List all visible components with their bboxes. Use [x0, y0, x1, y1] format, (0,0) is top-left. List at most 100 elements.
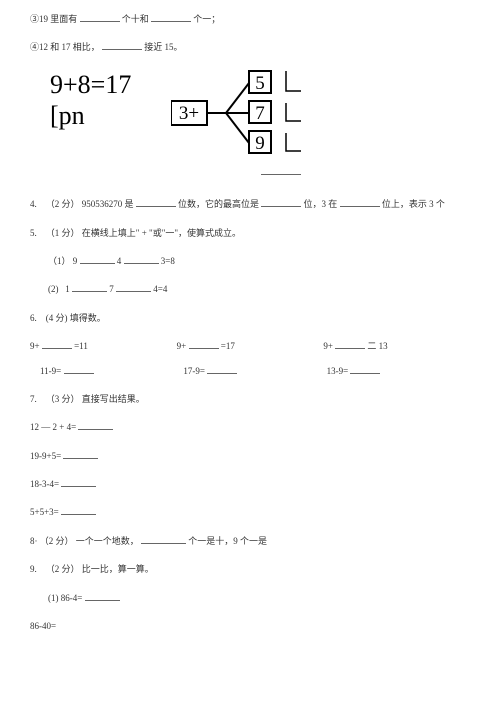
question-9: 9. （2 分） 比一比，算一算。 — [30, 562, 470, 576]
text: 18-3-4= — [30, 479, 59, 489]
blank[interactable] — [261, 197, 301, 207]
blank[interactable] — [61, 505, 96, 515]
q4-b4: 位上，表示 3 个 — [382, 199, 445, 209]
blank[interactable] — [42, 339, 72, 349]
q5-2-a: 1 — [65, 284, 70, 294]
num-text-1: 7 — [256, 103, 266, 124]
q4-label: 4. — [30, 199, 37, 209]
q7-label: 7. — [30, 394, 37, 404]
q5-points: （1 分） — [46, 228, 80, 238]
equation-line1: 9+8=17 — [50, 69, 131, 100]
q3-suffix: 个一； — [193, 14, 220, 24]
blank[interactable] — [261, 165, 301, 175]
blank[interactable] — [141, 534, 186, 544]
q6-row2: 11-9= 17-9= 13-9= — [40, 364, 470, 378]
q6-r2c2: 17-9= — [183, 364, 326, 378]
q7-item-3: 5+5+3= — [30, 505, 470, 519]
q4-points: （2 分） — [46, 199, 80, 209]
blank[interactable] — [189, 339, 219, 349]
text: 5+5+3= — [30, 507, 59, 517]
q6-r2c1: 11-9= — [40, 364, 183, 378]
q5-label: 5. — [30, 228, 37, 238]
branch-line-bot — [226, 113, 249, 143]
branch-line-top — [226, 83, 249, 113]
q7-item-1: 19-9+5= — [30, 449, 470, 463]
text: 二 13 — [367, 341, 387, 351]
left-box-text: 3+ — [179, 103, 199, 124]
text: 17-9= — [183, 366, 205, 376]
equation-line2: [pn — [50, 100, 131, 131]
blank[interactable] — [151, 12, 191, 22]
blank[interactable] — [61, 477, 96, 487]
blank[interactable] — [207, 364, 237, 374]
blank[interactable] — [335, 339, 365, 349]
blank[interactable] — [350, 364, 380, 374]
q8-label: 8· — [30, 536, 38, 546]
q5-1-b: 4 — [117, 256, 122, 266]
q5-2-c: 4=4 — [153, 284, 167, 294]
q9-1-label: (1) — [48, 593, 59, 603]
blank[interactable] — [78, 420, 113, 430]
q8-b1: 一个一个地数， — [76, 536, 139, 546]
question-3: ③19 里面有 个十和 个一； — [30, 12, 470, 26]
blank[interactable] — [102, 40, 142, 50]
q9-body: 比一比，算一算。 — [82, 564, 154, 574]
question-9-1: (1) 86-4= — [48, 591, 470, 605]
question-9-2: 86-40= — [30, 619, 470, 633]
q4-b2: 位数，它的最高位是 — [178, 199, 259, 209]
q6-row1: 9+ =11 9+ =17 9+ 二 13 — [30, 339, 470, 353]
blank[interactable] — [72, 282, 107, 292]
text: 86-40= — [30, 621, 56, 631]
text: 9+ — [323, 341, 333, 351]
text: =17 — [221, 341, 235, 351]
question-4-top: ④12 和 17 相比， 接近 15。 — [30, 40, 470, 54]
q7-item-0: 12 — 2 + 4= — [30, 420, 470, 434]
under-diagram-blank-wrap — [171, 165, 301, 179]
q4-b1: 950536270 是 — [82, 199, 134, 209]
q6-r2c3: 13-9= — [327, 364, 470, 378]
q5-body: 在横线上填上" + "或"一"，使算式成立。 — [82, 228, 241, 238]
question-5: 5. （1 分） 在横线上填上" + "或"一"，使算式成立。 — [30, 226, 470, 240]
bracket-2 — [286, 133, 301, 151]
q5-1-c: 3=8 — [161, 256, 175, 266]
blank[interactable] — [63, 449, 98, 459]
q5-1-a: 9 — [73, 256, 78, 266]
q9-label: 9. — [30, 564, 37, 574]
num-text-2: 9 — [256, 133, 266, 154]
text: =11 — [74, 341, 88, 351]
bracket-1 — [286, 103, 301, 121]
blank[interactable] — [80, 254, 115, 264]
text: 11-9= — [40, 366, 61, 376]
text: 19-9+5= — [30, 451, 61, 461]
question-6: 6. (4 分) 填得数。 — [30, 311, 470, 325]
blank[interactable] — [136, 197, 176, 207]
q5-2-label: (2) — [48, 284, 59, 294]
q9-points: （2 分） — [46, 564, 80, 574]
blank[interactable] — [85, 591, 120, 601]
blank[interactable] — [340, 197, 380, 207]
q6-r1c1: 9+ =11 — [30, 339, 177, 353]
q3-prefix: ③19 里面有 — [30, 14, 77, 24]
q4-b3: 位，3 在 — [304, 199, 338, 209]
q5-2-b: 7 — [109, 284, 114, 294]
question-7: 7. （3 分） 直接写出结果。 — [30, 392, 470, 406]
text: 13-9= — [327, 366, 349, 376]
q3-mid: 个十和 — [122, 14, 149, 24]
question-5-1: （1） 9 4 3=8 — [48, 254, 470, 268]
blank[interactable] — [80, 12, 120, 22]
blank[interactable] — [64, 364, 94, 374]
q6-r1c3: 9+ 二 13 — [323, 339, 470, 353]
q6-label: 6. — [30, 313, 37, 323]
q4top-suffix: 接近 15。 — [144, 42, 182, 52]
q8-b2: 个一是十，9 个一是 — [188, 536, 267, 546]
q7-item-2: 18-3-4= — [30, 477, 470, 491]
q4top-prefix: ④12 和 17 相比， — [30, 42, 100, 52]
question-4: 4. （2 分） 950536270 是 位数，它的最高位是 位，3 在 位上，… — [30, 197, 470, 211]
blank[interactable] — [116, 282, 151, 292]
q7-body: 直接写出结果。 — [82, 394, 145, 404]
question-5-2: (2) 1 7 4=4 — [48, 282, 470, 296]
bracket-0 — [286, 71, 301, 91]
blank[interactable] — [124, 254, 159, 264]
equation-diagram-row: 9+8=17 [pn 3+ 5 7 9 — [30, 69, 470, 179]
q9-1-a: 86-4= — [61, 593, 83, 603]
